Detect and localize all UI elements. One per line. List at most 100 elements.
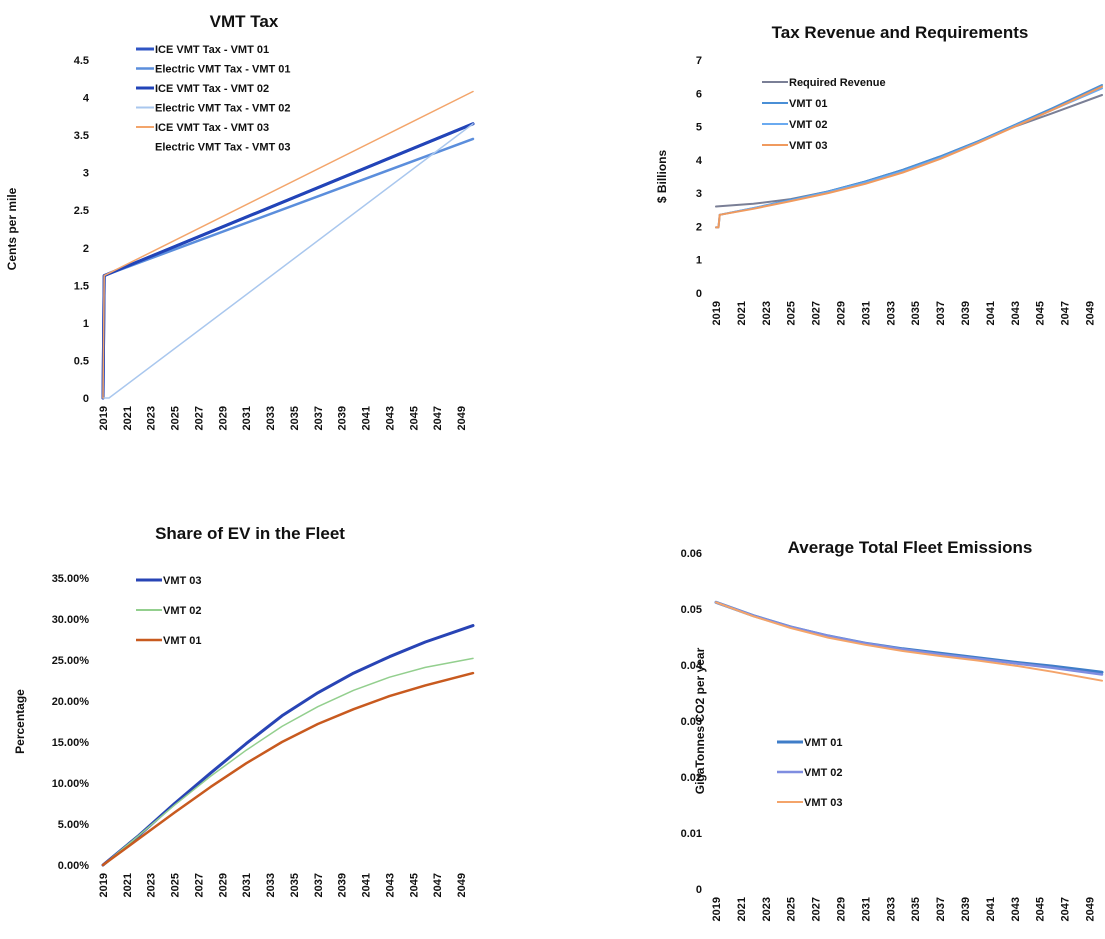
- chart-panel-2: Tax Revenue and Requirements $ Billions 0 1…: [655, 23, 1103, 325]
- y-tick-label: 4.5: [74, 55, 89, 67]
- x-tick-label: 2025: [170, 873, 182, 897]
- y-tick-label: 30.00%: [52, 614, 90, 626]
- x-tick-label: 2043: [384, 873, 396, 897]
- x-tick-label: 2037: [313, 406, 325, 430]
- chart-title: Tax Revenue and Requirements: [772, 23, 1029, 42]
- x-tick-label: 2043: [1010, 897, 1022, 921]
- series-line-1: [714, 600, 1104, 674]
- legend-entry: ICE VMT Tax - VMT 03: [155, 122, 269, 134]
- y-tick-label: 3: [83, 168, 89, 180]
- y-tick-label: 0.02: [681, 772, 702, 784]
- y-tick-label: 1.5: [74, 280, 89, 292]
- legend-entry: Electric VMT Tax - VMT 02: [155, 103, 291, 115]
- series-line-4: [102, 123, 474, 399]
- x-tick-label: 2047: [432, 406, 444, 430]
- x-tick-label: 2025: [170, 406, 182, 430]
- x-tick-label: 2035: [289, 406, 301, 430]
- chart-title: Average Total Fleet Emissions: [788, 538, 1033, 557]
- y-tick-label: 0.06: [681, 548, 702, 560]
- x-tick-label: 2039: [337, 873, 349, 897]
- legend-entry: VMT 01: [163, 635, 202, 647]
- x-tick-label: 2049: [456, 873, 468, 897]
- x-tick-label: 2043: [384, 406, 396, 430]
- chart-panel-3: Share of EV in the Fleet Percentage 0.00% 5…: [13, 524, 475, 897]
- legend-entry: VMT 03: [804, 797, 843, 809]
- y-axis-label: Cents per mile: [5, 187, 19, 270]
- x-tick-label: 2033: [265, 873, 277, 897]
- x-tick-label: 2045: [1035, 897, 1047, 921]
- y-tick-label: 0.01: [681, 828, 702, 840]
- x-tick-label: 2027: [193, 406, 205, 430]
- y-tick-label: 7: [696, 55, 702, 67]
- y-tick-label: 25.00%: [52, 655, 90, 667]
- x-tick-label: 2033: [885, 301, 897, 325]
- y-tick-label: 0: [696, 288, 702, 300]
- legend-entry: ICE VMT Tax - VMT 02: [155, 83, 269, 95]
- x-tick-label: 2041: [361, 873, 373, 897]
- y-tick-label: 35.00%: [52, 573, 90, 585]
- x-tick-label: 2019: [711, 897, 723, 921]
- legend-entry: VMT 02: [789, 119, 828, 131]
- legend-entry: VMT 02: [163, 605, 202, 617]
- legend: VMT 03 VMT 02 VMT 01: [136, 575, 202, 647]
- x-tick-label: 2045: [408, 873, 420, 897]
- x-tick-label: 2045: [408, 406, 420, 430]
- x-tick-label: 2023: [146, 873, 158, 897]
- y-tick-label: 2.5: [74, 205, 89, 217]
- x-tick-label: 2041: [361, 406, 373, 430]
- x-tick-label: 2047: [432, 873, 444, 897]
- x-tick-label: 2029: [836, 897, 848, 921]
- series-line-5: [102, 90, 474, 399]
- series-line-2: [715, 84, 1103, 229]
- x-tick-label: 2019: [711, 301, 723, 325]
- chart-title: VMT Tax: [210, 12, 279, 31]
- y-tick-label: 4: [83, 93, 90, 105]
- y-tick-label: 10.00%: [52, 778, 90, 790]
- x-tick-label: 2027: [811, 301, 823, 325]
- x-tick-label: 2023: [761, 301, 773, 325]
- x-tick-label: 2033: [885, 897, 897, 921]
- y-tick-label: 0.5: [74, 355, 89, 367]
- series-line-2: [101, 137, 475, 400]
- y-tick-label: 5: [696, 122, 702, 134]
- x-tick-label: 2021: [736, 301, 748, 325]
- x-tick-label: 2035: [910, 897, 922, 921]
- legend-entry: VMT 02: [804, 767, 843, 779]
- series-line-4: [715, 85, 1103, 229]
- x-tick-label: 2037: [313, 873, 325, 897]
- y-tick-label: 3: [696, 188, 702, 200]
- x-tick-label: 2043: [1010, 301, 1022, 325]
- chart-panel-1: VMT Tax Cents per mile 0 0.5 1 1.5 2 2.5 3 3.5 4 4.…: [5, 12, 475, 430]
- y-tick-label: 5.00%: [58, 819, 89, 831]
- x-tick-label: 2049: [1085, 897, 1097, 921]
- series-line-2: [102, 657, 474, 866]
- y-tick-label: 0.05: [681, 604, 702, 616]
- x-tick-label: 2035: [289, 873, 301, 897]
- x-tick-label: 2047: [1060, 897, 1072, 921]
- y-tick-label: 6: [696, 88, 702, 100]
- y-tick-label: 3.5: [74, 130, 89, 142]
- legend-entry: VMT 03: [163, 575, 202, 587]
- series-line-3: [101, 671, 475, 867]
- x-tick-label: 2031: [241, 873, 253, 897]
- y-tick-label: 15.00%: [52, 737, 90, 749]
- x-tick-label: 2037: [935, 301, 947, 325]
- x-tick-label: 2039: [960, 897, 972, 921]
- x-tick-label: 2021: [122, 406, 134, 430]
- legend-entry: ICE VMT Tax - VMT 01: [155, 44, 269, 56]
- x-tick-label: 2029: [217, 406, 229, 430]
- x-tick-label: 2045: [1035, 301, 1047, 325]
- chart-title: Share of EV in the Fleet: [155, 524, 345, 543]
- legend-entry: Required Revenue: [789, 77, 886, 89]
- x-tick-label: 2029: [836, 301, 848, 325]
- y-tick-label: 0.00%: [58, 860, 89, 872]
- legend-entry: Electric VMT Tax - VMT 03: [155, 142, 291, 154]
- y-axis-label: Percentage: [13, 689, 27, 754]
- y-tick-label: 0.04: [681, 660, 703, 672]
- x-tick-label: 2025: [786, 301, 798, 325]
- x-tick-label: 2027: [811, 897, 823, 921]
- x-tick-label: 2033: [265, 406, 277, 430]
- y-axis-label: GigaTonnes CO2 per year: [693, 647, 707, 794]
- y-tick-label: 0: [696, 884, 702, 896]
